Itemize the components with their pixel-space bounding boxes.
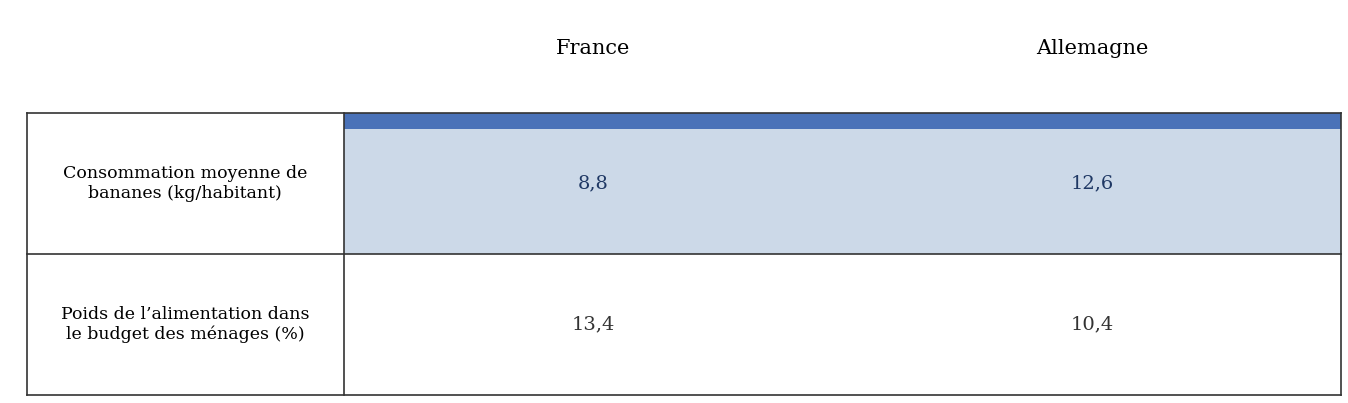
Text: Poids de l’alimentation dans
le budget des ménages (%): Poids de l’alimentation dans le budget d… [61,306,310,343]
Text: Allemagne: Allemagne [1035,39,1148,58]
Bar [344,113,1341,129]
Bar [344,113,1341,254]
Text: Consommation moyenne de
bananes (kg/habitant): Consommation moyenne de bananes (kg/habi… [63,165,307,202]
Text: 8,8: 8,8 [578,174,608,192]
Text: 13,4: 13,4 [572,316,615,333]
Text: 10,4: 10,4 [1070,316,1113,333]
Text: France: France [555,39,631,58]
Text: 12,6: 12,6 [1070,174,1113,192]
